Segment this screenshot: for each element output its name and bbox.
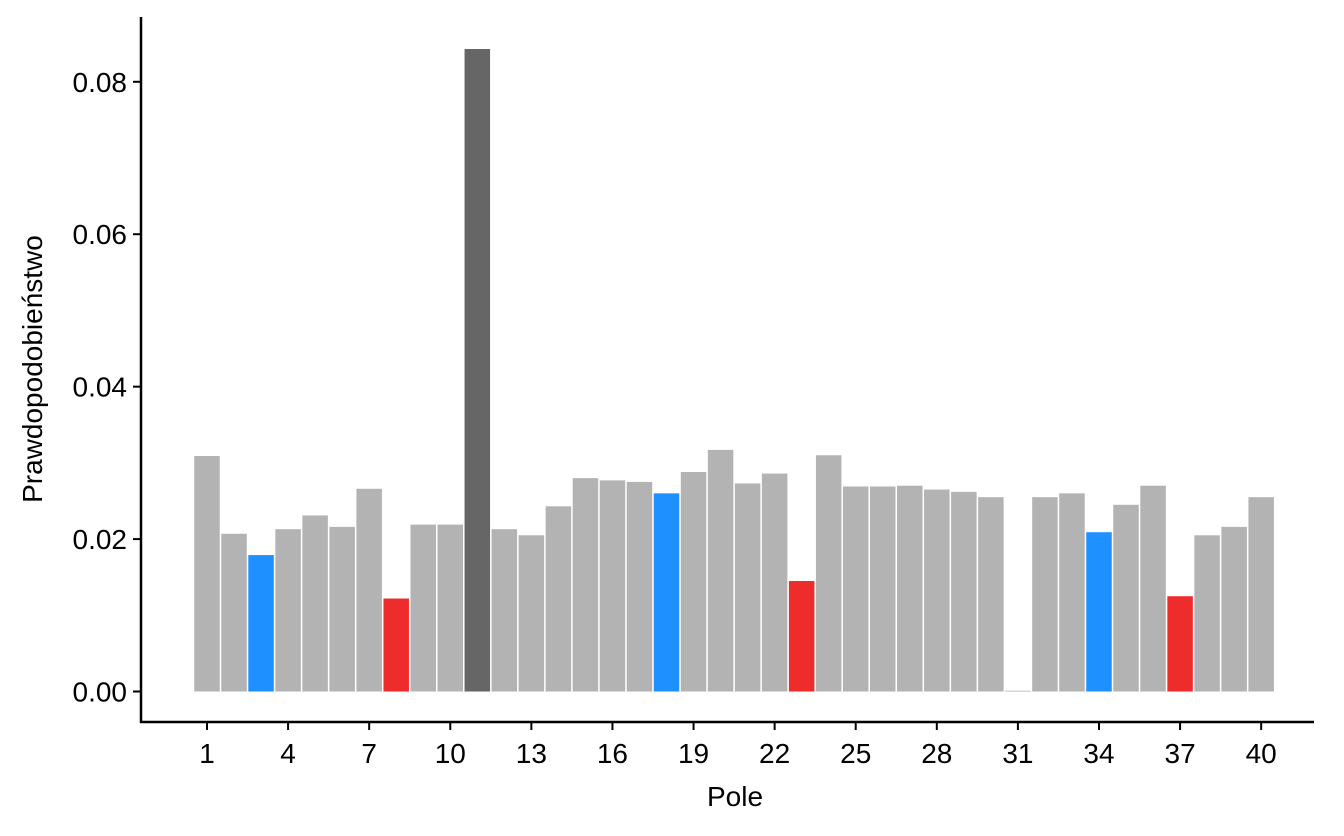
bar-pole-22 (761, 473, 788, 692)
bar-pole-8 (383, 598, 409, 692)
bar-pole-13 (518, 535, 545, 692)
bar-pole-36 (1140, 485, 1166, 692)
x-tick-label: 28 (921, 738, 952, 769)
bar-pole-35 (1113, 504, 1139, 692)
bar-pole-40 (1248, 497, 1274, 692)
bar-pole-2 (221, 533, 247, 692)
bar-pole-19 (680, 472, 707, 692)
bar-pole-21 (734, 483, 761, 692)
bar-pole-34 (1086, 532, 1112, 692)
x-tick-label: 25 (840, 738, 871, 769)
x-tick-label: 10 (435, 738, 466, 769)
x-tick-label: 34 (1083, 738, 1114, 769)
bar-pole-18 (653, 493, 680, 692)
y-axis: 0.00 0.02 0.04 0.06 0.08 (73, 17, 143, 723)
x-axis: 1 4 7 10 13 16 19 22 25 28 31 34 37 40 (140, 720, 1314, 769)
bar-pole-20 (707, 449, 734, 692)
bar-pole-4 (275, 529, 301, 692)
bars-group (194, 49, 1274, 692)
bar-pole-38 (1194, 535, 1220, 692)
bar-pole-9 (410, 524, 436, 692)
bar-pole-37 (1167, 596, 1193, 692)
x-tick-label: 7 (361, 738, 377, 769)
bar-pole-7 (356, 488, 382, 692)
y-tick-label: 0.06 (73, 219, 128, 250)
bar-pole-14 (545, 506, 572, 692)
bar-pole-32 (1032, 497, 1058, 692)
x-tick-label: 16 (597, 738, 628, 769)
x-tick-label: 31 (1002, 738, 1033, 769)
y-ticks: 0.00 0.02 0.04 0.06 0.08 (73, 67, 141, 708)
bar-pole-17 (626, 481, 653, 692)
x-ticks: 1 4 7 10 13 16 19 22 25 28 31 34 37 40 (199, 722, 1277, 769)
bar-pole-33 (1059, 493, 1085, 692)
bar-pole-29 (951, 491, 977, 692)
y-tick-label: 0.08 (73, 67, 128, 98)
x-tick-label: 13 (516, 738, 547, 769)
x-tick-label: 22 (759, 738, 790, 769)
bar-pole-24 (815, 455, 842, 692)
x-tick-label: 19 (678, 738, 709, 769)
bar-pole-16 (599, 480, 626, 692)
bar-pole-11 (464, 49, 491, 692)
bar-pole-1 (194, 456, 220, 692)
bar-pole-10 (437, 524, 464, 692)
bar-pole-31 (1005, 690, 1031, 692)
bar-pole-39 (1221, 526, 1247, 692)
x-axis-label: Pole (707, 781, 763, 812)
x-tick-label: 1 (199, 738, 215, 769)
x-tick-label: 40 (1246, 738, 1277, 769)
bar-pole-27 (897, 485, 923, 692)
x-tick-label: 37 (1165, 738, 1196, 769)
y-tick-label: 0.04 (73, 372, 128, 403)
bar-pole-15 (572, 478, 599, 692)
bar-pole-3 (248, 555, 274, 692)
bar-pole-12 (491, 529, 518, 692)
bar-pole-28 (924, 489, 950, 692)
y-tick-label: 0.02 (73, 524, 128, 555)
bar-pole-30 (978, 497, 1004, 692)
y-tick-label: 0.00 (73, 677, 128, 708)
bar-pole-26 (870, 486, 896, 692)
y-axis-label: Prawdopodobieństwo (17, 235, 48, 503)
x-tick-label: 4 (280, 738, 296, 769)
bar-pole-5 (302, 515, 328, 692)
bar-pole-6 (329, 526, 355, 692)
bar-pole-23 (788, 581, 815, 692)
bar-pole-25 (842, 486, 869, 692)
